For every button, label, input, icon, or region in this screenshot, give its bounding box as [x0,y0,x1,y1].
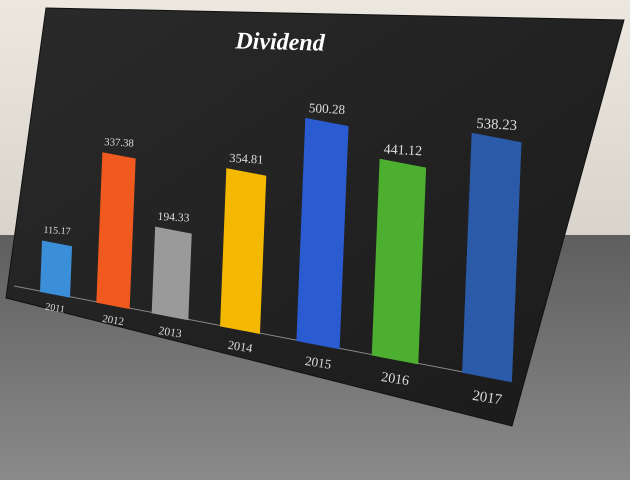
chart-title: Dividend [234,28,326,56]
value-label: 337.38 [104,136,134,150]
value-label: 115.17 [43,225,71,237]
x-tick-label: 2012 [101,313,124,328]
x-tick-label: 2013 [158,324,183,340]
bar [296,117,349,350]
bar [40,240,73,298]
value-label: 538.23 [476,116,517,134]
bar [371,158,427,365]
bar [462,132,522,383]
x-tick-label: 2016 [380,370,410,389]
bar [220,168,267,334]
value-label: 441.12 [383,142,422,159]
value-label: 500.28 [308,100,345,117]
bar [151,226,192,321]
x-tick-label: 2011 [44,302,65,316]
x-tick-label: 2017 [471,388,503,408]
bar [96,152,136,310]
x-tick-label: 2014 [227,338,254,356]
value-label: 354.81 [229,151,264,167]
plot: 115.17 2011 337.38 2012 194.33 2013 354.81 2014… [40,100,522,408]
value-label: 194.33 [157,210,190,225]
x-tick-label: 2015 [304,353,333,372]
